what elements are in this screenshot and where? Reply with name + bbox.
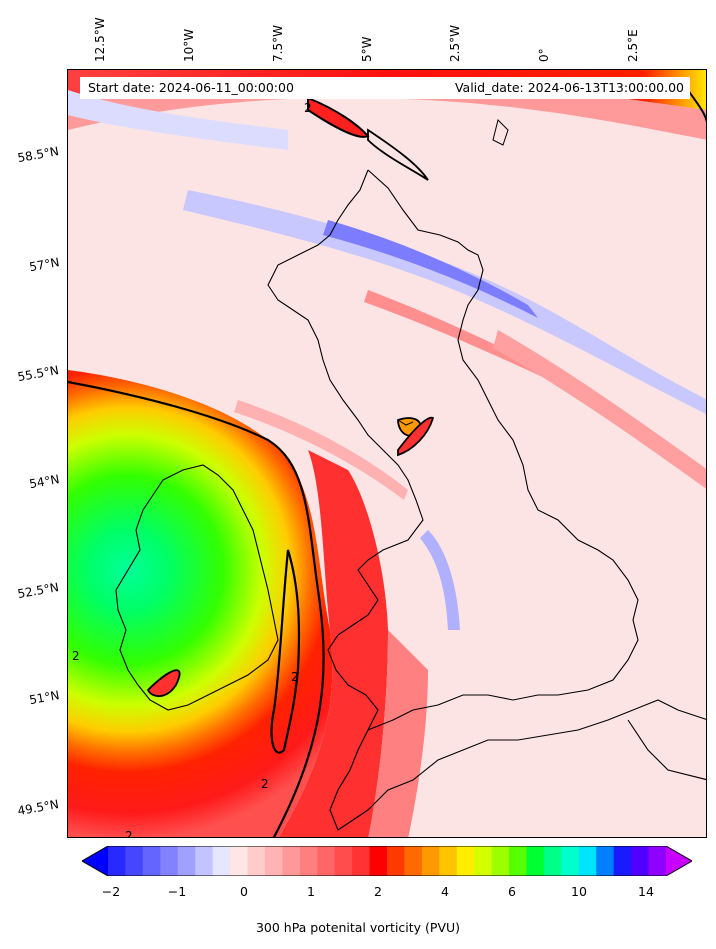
- lat-label: 51°N: [27, 688, 61, 708]
- colorbar-swatch: [421, 846, 440, 876]
- colorbar-tick: −1: [167, 884, 187, 899]
- coastline-britain-west: [267, 169, 424, 731]
- colorbar-swatch: [195, 846, 214, 876]
- colorbar-swatch: [212, 846, 231, 876]
- colorbar-swatch: [334, 846, 353, 876]
- colorbar-swatch: [108, 846, 127, 876]
- contour-label: 2: [125, 829, 133, 838]
- low-pv-streak: [68, 90, 288, 150]
- colorbar-swatch: [491, 846, 510, 876]
- colorbar-swatch: [509, 846, 528, 876]
- colorbar-tick: 14: [638, 884, 654, 899]
- colorbar-swatch: [317, 846, 336, 876]
- high-pv-streak: [234, 400, 408, 500]
- contour-label: 2: [304, 101, 312, 115]
- lon-label: 2.5°W: [448, 25, 462, 62]
- pv-contour: [367, 128, 429, 181]
- valid-date-label: Valid_date: 2024-06-13T13:00:00.00: [454, 80, 684, 95]
- lat-label: 52.5°N: [16, 580, 61, 602]
- lon-label: 12.5°W: [93, 17, 107, 62]
- lat-label: 55.5°N: [16, 363, 61, 385]
- colorbar-swatch: [561, 846, 580, 876]
- colorbar-swatch: [526, 846, 545, 876]
- lon-label: 2.5°E: [626, 29, 640, 62]
- colorbar-swatch: [369, 846, 388, 876]
- colorbar-tick: 6: [508, 884, 516, 899]
- coastline-isle: [397, 419, 414, 426]
- colorbar-swatch: [387, 846, 406, 876]
- coastline-ireland: [115, 464, 279, 711]
- high-pv-streak: [493, 330, 706, 489]
- colorbar-label: 300 hPa potenital vorticity (PVU): [255, 920, 461, 935]
- colorbar-swatch: [596, 846, 615, 876]
- colorbar-swatch: [613, 846, 632, 876]
- colorbar-swatch: [404, 846, 423, 876]
- colorbar-swatch: [125, 846, 144, 876]
- low-pv-streak: [420, 530, 460, 630]
- colorbar-tick: 10: [571, 884, 587, 899]
- lon-label: 5°W: [360, 36, 374, 63]
- colorbar-tick: −2: [101, 884, 121, 899]
- pv-anomaly: [68, 370, 333, 837]
- lat-label: 49.5°N: [16, 797, 61, 819]
- pv-contour: [146, 669, 181, 698]
- lon-label: 10°W: [182, 28, 196, 62]
- pv-contour: [68, 380, 325, 837]
- colorbar-tick: 2: [374, 884, 382, 899]
- colorbar-swatch: [282, 846, 301, 876]
- colorbar-swatch: [264, 846, 283, 876]
- lat-label: 58.5°N: [16, 144, 61, 166]
- colorbar-extend-max: [666, 846, 692, 876]
- start-date-label: Start date: 2024-06-11_00:00:00: [88, 80, 294, 95]
- contour-label: 2: [291, 670, 299, 684]
- lon-label: 0°: [537, 48, 551, 62]
- coastline-britain: [329, 169, 706, 831]
- low-pv-streak: [183, 190, 706, 414]
- colorbar-swatch: [142, 846, 161, 876]
- pv-contour: [270, 549, 301, 754]
- pv-contour: [687, 89, 706, 123]
- colorbar-swatch: [247, 846, 266, 876]
- colorbar-tick: 1: [307, 884, 315, 899]
- pv-field-map: 2 2 2 2 2: [68, 70, 706, 838]
- colorbar-swatch: [160, 846, 179, 876]
- colorbar-swatch: [456, 846, 475, 876]
- colorbar-swatch: [177, 846, 196, 876]
- colorbar-swatch: [299, 846, 318, 876]
- colorbar-swatch: [352, 846, 371, 876]
- pv-contour: [397, 416, 435, 457]
- lon-label: 7.5°W: [271, 25, 285, 62]
- low-pv-streak: [323, 220, 538, 318]
- date-header: Start date: 2024-06-11_00:00:00 Valid_da…: [80, 77, 690, 99]
- pv-anomaly-fringe: [368, 630, 428, 837]
- colorbar-swatch: [439, 846, 458, 876]
- contour-label: 2: [261, 777, 269, 791]
- colorbar-swatch: [648, 846, 667, 876]
- colorbar-swatch: [631, 846, 650, 876]
- colorbar-tick: 4: [441, 884, 449, 899]
- colorbar-swatch: [230, 846, 249, 876]
- map-panel: 2 2 2 2 2: [67, 69, 707, 838]
- colorbar-tick: 0: [240, 884, 248, 899]
- lat-label: 57°N: [27, 255, 61, 275]
- coastline-continent: [627, 719, 706, 781]
- pv-anomaly-edge: [279, 450, 388, 837]
- colorbar-swatch: [578, 846, 597, 876]
- contour-label: 2: [72, 649, 80, 663]
- coastline-islands: [492, 119, 509, 146]
- lat-label: 54°N: [27, 472, 61, 492]
- colorbar-extend-min: [82, 846, 108, 876]
- colorbar: [82, 846, 692, 876]
- colorbar-swatch: [543, 846, 562, 876]
- colorbar-swatch: [474, 846, 493, 876]
